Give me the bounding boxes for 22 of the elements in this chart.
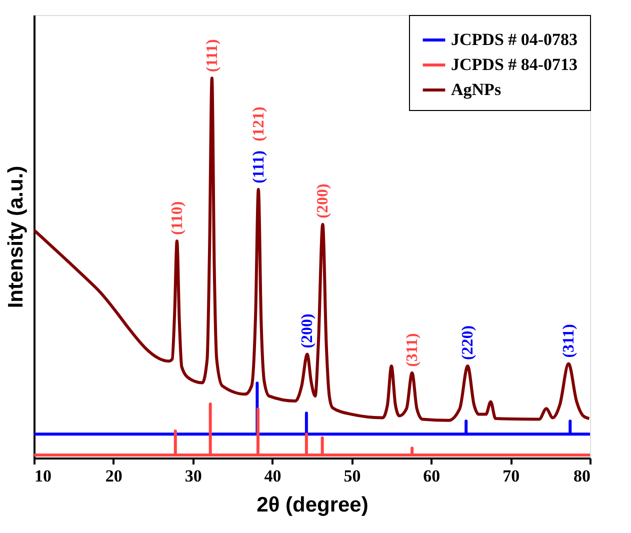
annotation: (200) bbox=[299, 314, 316, 348]
x-tick-label: 60 bbox=[423, 466, 440, 486]
annotation: (220) bbox=[460, 325, 477, 360]
x-tick-label: 30 bbox=[184, 466, 202, 486]
annotation: (311) bbox=[404, 333, 422, 367]
annotation: (311) bbox=[560, 324, 578, 358]
x-tick-label: 40 bbox=[264, 466, 282, 486]
x-axis-title: 2θ (degree) bbox=[256, 494, 368, 516]
annotation: (121) bbox=[250, 106, 268, 142]
x-tick-label: 50 bbox=[344, 466, 361, 486]
x-tick-label: 80 bbox=[574, 466, 590, 486]
legend-label: JCPDS # 84-0713 bbox=[451, 55, 578, 74]
legend-label: AgNPs bbox=[451, 80, 502, 99]
annotation: (200) bbox=[314, 184, 332, 218]
x-tick-label: 20 bbox=[105, 466, 122, 486]
x-tick-label: 10 bbox=[34, 466, 52, 486]
annotation: (111) bbox=[250, 150, 268, 184]
legend-label: JCPDS # 04-0783 bbox=[451, 30, 578, 49]
annotation: (111) bbox=[204, 39, 221, 72]
x-tick-label: 70 bbox=[502, 466, 520, 486]
annotation: (110) bbox=[168, 201, 186, 236]
y-axis-title: Intensity (a.u.) bbox=[4, 166, 28, 308]
